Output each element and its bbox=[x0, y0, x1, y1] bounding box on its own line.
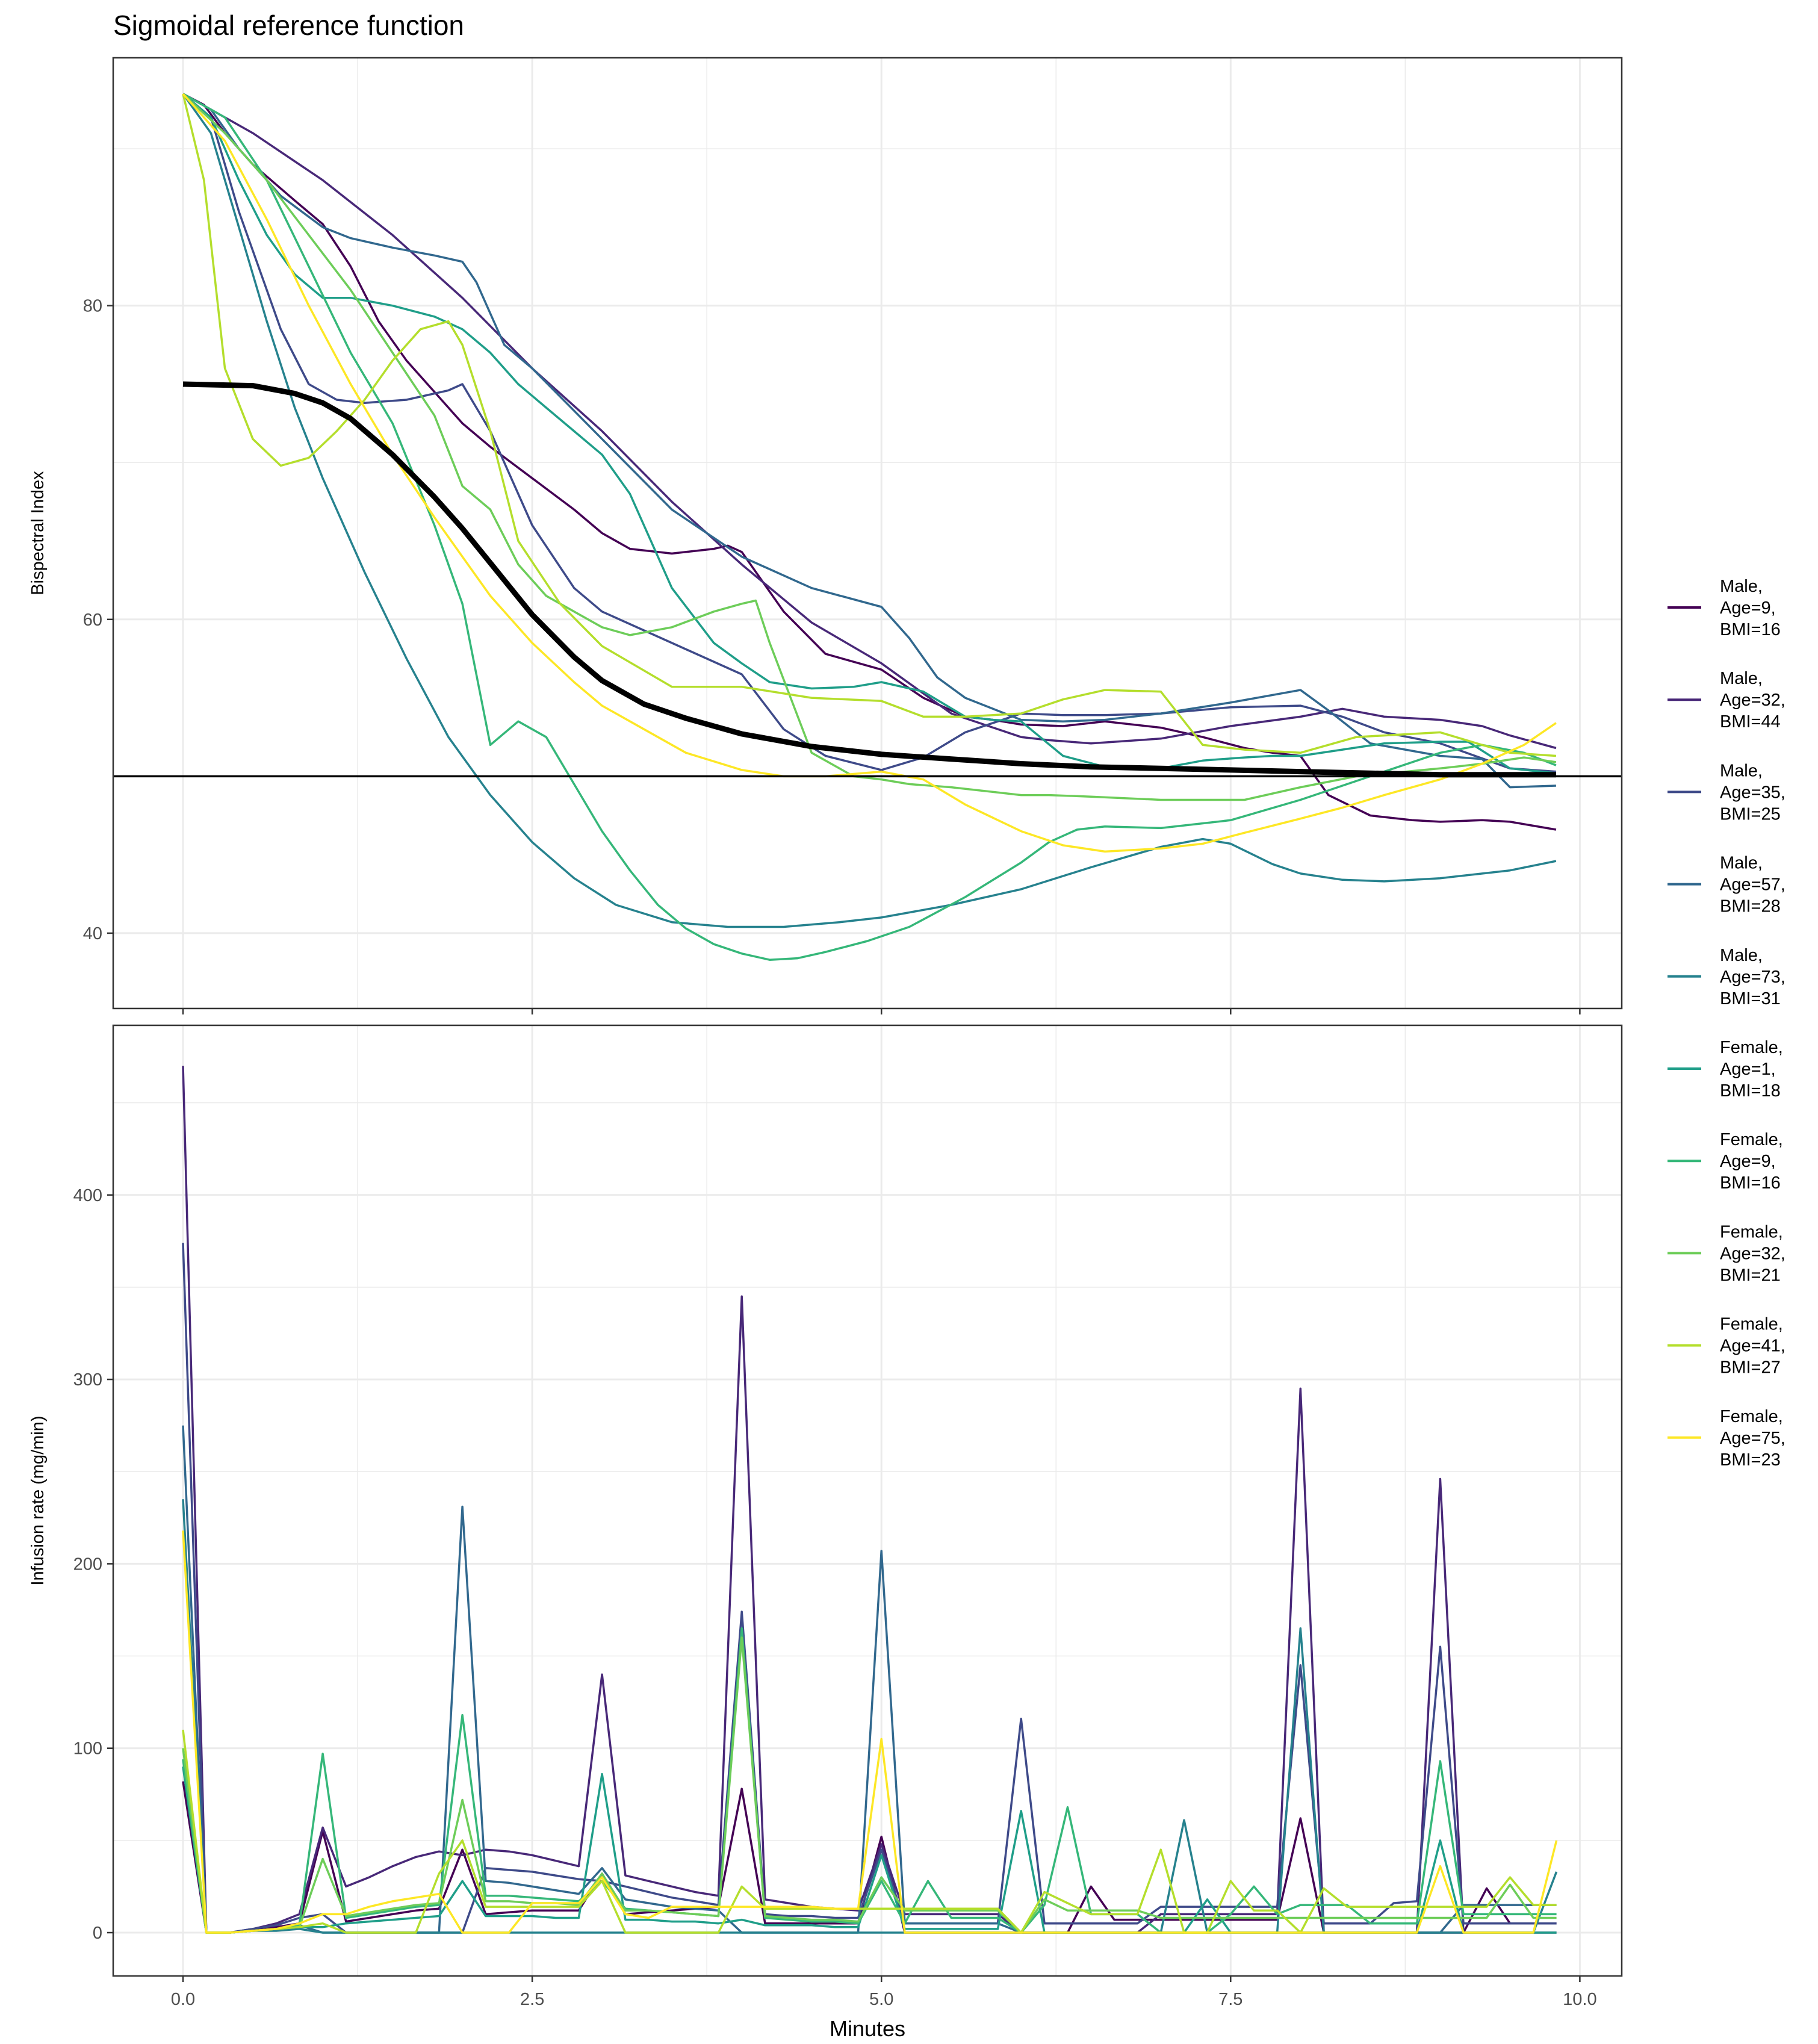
legend-label-line: BMI=18 bbox=[1720, 1081, 1781, 1101]
legend-label-line: Age=73, bbox=[1720, 968, 1785, 987]
legend-label-line: Age=32, bbox=[1720, 691, 1785, 710]
legend-label-line: BMI=31 bbox=[1720, 989, 1781, 1008]
y-tick-label: 80 bbox=[83, 297, 102, 316]
panel-background bbox=[113, 58, 1622, 1008]
chart-panels: 40 60 80 Bispectral Index 0 100 200 300 400 0.0 2.… bbox=[28, 57, 1623, 2009]
legend-item-2: Male, Age=32, BMI=44 bbox=[1668, 669, 1785, 732]
legend-label-line: Age=35, bbox=[1720, 783, 1785, 802]
y-tick-label: 60 bbox=[83, 610, 102, 630]
legend-label-line: Female, bbox=[1720, 1038, 1783, 1057]
series-line-1 bbox=[182, 93, 1557, 831]
series-line-9 bbox=[182, 93, 1557, 757]
y-tick-label: 400 bbox=[73, 1186, 102, 1205]
x-tick-label: 10.0 bbox=[1563, 1990, 1596, 2009]
legend-label-line: Age=1, bbox=[1720, 1060, 1776, 1079]
y-axis-title: Infusion rate (mg/min) bbox=[28, 1415, 48, 1585]
legend-label-line: Age=57, bbox=[1720, 875, 1785, 895]
series-line-8 bbox=[182, 93, 1557, 801]
legend-item-8: Female, Age=32, BMI=21 bbox=[1668, 1222, 1785, 1285]
legend-label-line: Age=41, bbox=[1720, 1337, 1785, 1356]
legend-label-line: BMI=28 bbox=[1720, 897, 1781, 916]
legend-item-5: Male, Age=73, BMI=31 bbox=[1668, 946, 1785, 1008]
legend-label-line: Male, bbox=[1720, 761, 1763, 780]
y-tick-label: 40 bbox=[83, 924, 102, 943]
panel-2: 0 100 200 300 400 0.0 2.5 5.0 7.5 10.0 Infusion ra… bbox=[28, 1024, 1623, 2009]
legend-label-line: Male, bbox=[1720, 854, 1763, 873]
legend-item-7: Female, Age=9, BMI=16 bbox=[1668, 1130, 1783, 1193]
legend-label-line: Female, bbox=[1720, 1222, 1783, 1241]
series-line-8 bbox=[182, 1636, 1557, 1934]
legend-label-line: BMI=44 bbox=[1720, 712, 1781, 732]
legend-item-10: Female, Age=75, BMI=23 bbox=[1668, 1407, 1785, 1470]
legend-label-line: Female, bbox=[1720, 1407, 1783, 1426]
panel-border bbox=[112, 57, 1623, 1010]
panel-background bbox=[113, 1025, 1622, 1976]
legend-item-3: Male, Age=35, BMI=25 bbox=[1668, 761, 1785, 824]
series-line-6 bbox=[182, 93, 1557, 774]
legend-label-line: Male, bbox=[1720, 946, 1763, 965]
series-line-3 bbox=[182, 93, 1557, 773]
legend-item-4: Male, Age=57, BMI=28 bbox=[1668, 854, 1785, 916]
legend-label-line: Age=9, bbox=[1720, 1152, 1776, 1171]
x-tick-label: 7.5 bbox=[1218, 1990, 1243, 2009]
y-tick-label: 300 bbox=[73, 1370, 102, 1390]
legend-label-line: Age=9, bbox=[1720, 598, 1776, 618]
y-tick-label: 0 bbox=[93, 1924, 102, 1943]
legend-label-line: BMI=27 bbox=[1720, 1358, 1781, 1378]
y-tick-label: 200 bbox=[73, 1555, 102, 1574]
series-line-5 bbox=[182, 93, 1557, 928]
legend-label-line: Age=75, bbox=[1720, 1429, 1785, 1448]
legend-label-line: BMI=25 bbox=[1720, 804, 1781, 824]
legend-label-line: BMI=16 bbox=[1720, 620, 1781, 639]
legend-label-line: Female, bbox=[1720, 1315, 1783, 1334]
panel-border bbox=[112, 1024, 1623, 1977]
legend-label-line: Female, bbox=[1720, 1130, 1783, 1149]
legend-item-1: Male, Age=9, BMI=16 bbox=[1668, 577, 1781, 639]
series-line-4 bbox=[182, 93, 1556, 789]
series-line-9 bbox=[182, 1729, 1557, 1934]
data-lines bbox=[182, 1066, 1558, 1934]
legend: Male,Age=9,BMI=16Male,Age=32,BMI=44Male,… bbox=[1668, 577, 1785, 1470]
legend-item-6: Female, Age=1, BMI=18 bbox=[1668, 1038, 1783, 1101]
x-tick-label: 2.5 bbox=[520, 1990, 544, 2009]
legend-item-9: Female, Age=41, BMI=27 bbox=[1668, 1315, 1785, 1378]
chart-title: Sigmoidal reference function bbox=[113, 10, 464, 41]
legend-label-line: Male, bbox=[1720, 669, 1763, 688]
legend-label-line: BMI=16 bbox=[1720, 1173, 1781, 1193]
reference-curve bbox=[182, 381, 1556, 778]
x-axis-title: Minutes bbox=[830, 2016, 905, 2041]
legend-label-line: BMI=23 bbox=[1720, 1450, 1781, 1470]
legend-label-line: BMI=21 bbox=[1720, 1266, 1781, 1285]
legend-label-line: Age=32, bbox=[1720, 1244, 1785, 1263]
y-tick-label: 100 bbox=[73, 1739, 102, 1759]
x-tick-label: 0.0 bbox=[171, 1990, 195, 2009]
series-line-10 bbox=[182, 1530, 1558, 1934]
legend-label-line: Male, bbox=[1720, 577, 1763, 596]
y-axis-title: Bispectral Index bbox=[28, 471, 48, 595]
panel-1: 40 60 80 Bispectral Index bbox=[28, 57, 1623, 1014]
series-line-7 bbox=[182, 1627, 1557, 1934]
x-tick-label: 5.0 bbox=[869, 1990, 893, 2009]
data-lines bbox=[113, 93, 1622, 961]
